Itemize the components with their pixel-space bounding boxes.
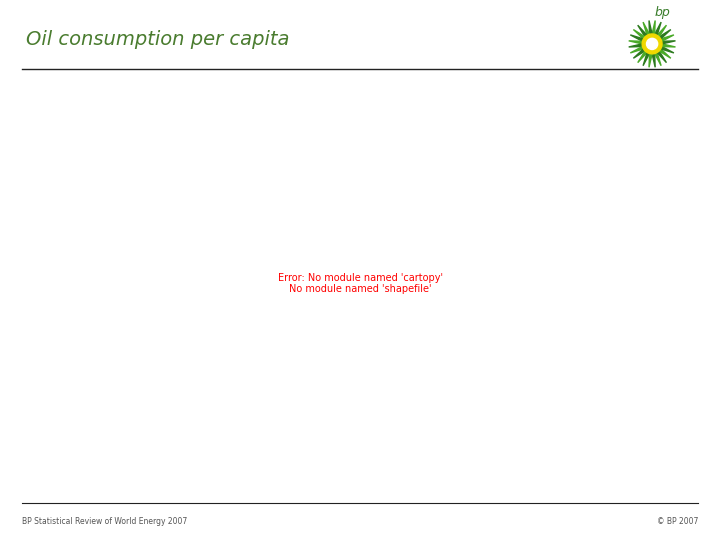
- Circle shape: [642, 34, 662, 54]
- Polygon shape: [661, 35, 674, 42]
- Text: BP Statistical Review of World Energy 2007: BP Statistical Review of World Energy 20…: [22, 517, 187, 525]
- Polygon shape: [657, 51, 667, 63]
- Circle shape: [647, 38, 657, 50]
- Polygon shape: [652, 53, 655, 68]
- Polygon shape: [652, 21, 655, 35]
- Polygon shape: [659, 49, 671, 58]
- Polygon shape: [634, 30, 645, 39]
- Polygon shape: [643, 22, 649, 35]
- Polygon shape: [657, 25, 667, 37]
- Text: Error: No module named 'cartopy'
No module named 'shapefile': Error: No module named 'cartopy' No modu…: [277, 273, 443, 294]
- Polygon shape: [649, 21, 652, 35]
- Polygon shape: [630, 35, 644, 42]
- Polygon shape: [638, 25, 647, 37]
- Text: Oil consumption per capita: Oil consumption per capita: [26, 30, 289, 49]
- Polygon shape: [629, 44, 642, 47]
- Polygon shape: [634, 49, 645, 58]
- Polygon shape: [638, 51, 647, 63]
- Polygon shape: [661, 46, 674, 53]
- Text: © BP 2007: © BP 2007: [657, 517, 698, 525]
- Text: bp: bp: [654, 6, 670, 19]
- Polygon shape: [649, 53, 652, 68]
- Polygon shape: [643, 52, 649, 66]
- Polygon shape: [662, 44, 675, 47]
- Polygon shape: [629, 41, 642, 44]
- Polygon shape: [654, 52, 661, 66]
- Polygon shape: [654, 22, 661, 35]
- Polygon shape: [630, 46, 644, 53]
- Polygon shape: [659, 30, 671, 39]
- Polygon shape: [662, 41, 675, 44]
